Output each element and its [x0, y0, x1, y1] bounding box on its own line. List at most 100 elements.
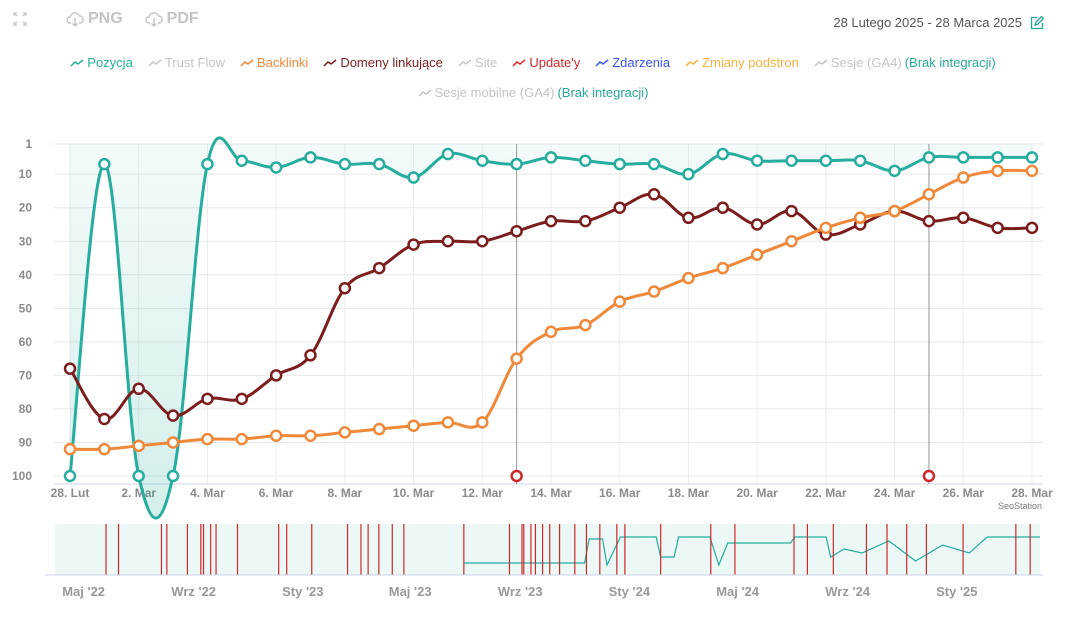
update-point: [922, 469, 936, 483]
legend-row-2: Sesje mobilne (GA4) (Brak integracji): [0, 85, 1066, 100]
data-point: [98, 412, 111, 426]
data-point: [888, 164, 901, 178]
data-point: [991, 164, 1004, 178]
y-tick-label: 100: [12, 469, 32, 483]
data-point: [613, 295, 626, 308]
credits: SeoStation: [998, 501, 1042, 511]
data-point: [201, 432, 214, 446]
legend-item-backlinki[interactable]: Backlinki: [240, 55, 308, 70]
data-point: [991, 221, 1004, 235]
legend-label: Pozycja: [87, 55, 133, 70]
y-tick-label: 80: [19, 402, 33, 416]
navigator-axis-label: Wrz '23: [498, 584, 543, 599]
data-point: [304, 349, 317, 362]
legend-item-sesje-mobilne-ga4-[interactable]: Sesje mobilne (GA4) (Brak integracji): [417, 85, 649, 100]
data-point: [750, 248, 764, 261]
data-point: [510, 352, 523, 365]
x-tick-label: 24. Mar: [874, 486, 916, 500]
data-point: [510, 224, 523, 238]
legend-label: Backlinki: [257, 55, 309, 70]
legend-item-update-y[interactable]: Update'y: [512, 55, 580, 70]
data-point: [819, 221, 833, 235]
data-point: [613, 157, 626, 171]
data-point: [957, 211, 970, 225]
data-point: [544, 214, 558, 228]
data-point: [544, 151, 558, 164]
data-point: [647, 157, 661, 171]
date-range[interactable]: 28 Lutego 2025 - 28 Marca 2025: [833, 15, 1044, 30]
data-point: [235, 154, 249, 168]
x-tick-label: 8. Mar: [328, 486, 363, 500]
data-point: [338, 426, 352, 439]
data-point: [166, 409, 180, 422]
series-area-pozycja: [70, 137, 1032, 519]
x-tick-label: 4. Mar: [190, 486, 225, 500]
data-point: [63, 362, 77, 375]
legend-label: Sesje mobilne (GA4): [434, 85, 555, 100]
legend-label: Sesje (GA4): [830, 55, 902, 70]
legend-label: Update'y: [529, 55, 581, 70]
x-tick-label: 12. Mar: [462, 486, 504, 500]
fullscreen-button[interactable]: [12, 11, 28, 27]
export-pdf-button[interactable]: PDF: [145, 10, 199, 28]
line-trend-icon: [240, 58, 254, 67]
y-tick-label: 60: [19, 335, 33, 349]
legend-item-trust-flow[interactable]: Trust Flow: [148, 55, 225, 70]
export-png-button[interactable]: PNG: [66, 10, 123, 28]
legend-note: (Brak integracji): [557, 85, 649, 100]
x-tick-label: 6. Mar: [259, 486, 294, 500]
data-point: [476, 154, 489, 168]
data-point: [441, 235, 455, 248]
data-point: [441, 416, 455, 429]
data-point: [476, 235, 489, 248]
legend-item-zmiany-podstron[interactable]: Zmiany podstron: [685, 55, 799, 70]
x-tick-label: 14. Mar: [530, 486, 572, 500]
data-point: [853, 154, 867, 168]
y-tick-label: 20: [19, 201, 33, 215]
y-tick-label: 50: [19, 301, 33, 315]
data-point: [716, 201, 730, 214]
data-point: [1025, 164, 1039, 178]
data-point: [750, 154, 764, 168]
data-point: [201, 392, 214, 406]
x-tick-label: 18. Mar: [668, 486, 710, 500]
data-point: [98, 442, 111, 456]
x-tick-label: 16. Mar: [599, 486, 641, 500]
chart-toolbar: PNG PDF: [12, 10, 199, 28]
data-point: [613, 201, 626, 214]
navigator-handle-right[interactable]: [1039, 524, 1042, 575]
y-tick-label: 90: [19, 435, 33, 449]
y-tick-label: 70: [19, 368, 33, 382]
data-point: [682, 211, 695, 225]
data-point: [407, 419, 420, 432]
legend-item-pozycja[interactable]: Pozycja: [70, 55, 133, 70]
x-tick-label: 10. Mar: [393, 486, 435, 500]
navigator-selected-range: [55, 524, 1040, 575]
navigator-axis-label: Sty '23: [282, 584, 323, 599]
data-point: [682, 271, 695, 285]
navigator-axis-label: Wrz '22: [171, 584, 216, 599]
legend-item-zdarzenia[interactable]: Zdarzenia: [595, 55, 670, 70]
data-point: [544, 325, 558, 339]
data-point: [716, 261, 730, 275]
data-point: [922, 214, 936, 228]
legend-label: Trust Flow: [164, 55, 226, 70]
data-point: [476, 416, 489, 429]
legend-item-domeny-linkuj-ce[interactable]: Domeny linkujące: [323, 55, 443, 70]
data-point: [98, 157, 111, 171]
data-point: [63, 442, 77, 456]
y-tick-label: 1: [25, 137, 32, 151]
png-label: PNG: [88, 10, 123, 27]
data-point: [407, 238, 420, 251]
y-tick-label: 10: [19, 167, 33, 181]
navigator-handle-left[interactable]: [53, 524, 56, 575]
data-point: [853, 211, 867, 225]
pdf-label: PDF: [166, 10, 199, 27]
data-point: [132, 439, 145, 453]
legend-item-site[interactable]: Site: [458, 55, 497, 70]
legend-item-sesje-ga4-[interactable]: Sesje (GA4) (Brak integracji): [814, 55, 996, 70]
data-point: [785, 235, 798, 248]
line-trend-icon: [323, 58, 337, 67]
edit-icon[interactable]: [1030, 15, 1044, 30]
